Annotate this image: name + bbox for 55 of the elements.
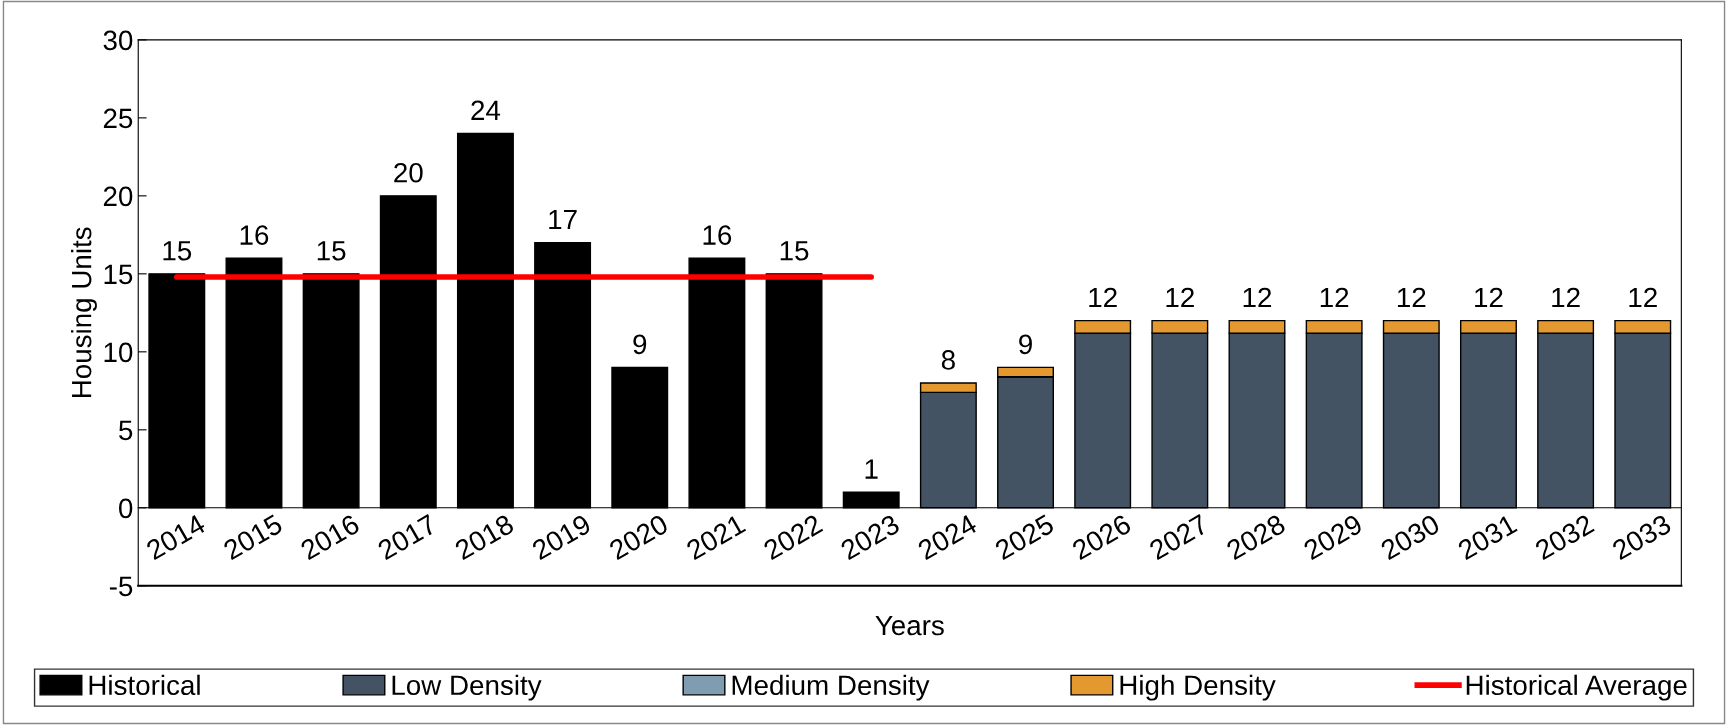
legend-label: Low Density — [392, 674, 542, 701]
x-tick-label: 2025 — [993, 513, 1056, 561]
x-tick-label: 2029 — [1302, 513, 1364, 561]
x-tick-label: 2022 — [762, 513, 824, 561]
y-axis-title: Housing Units — [71, 227, 97, 398]
total-label: 16 — [703, 225, 732, 245]
x-tick-label: 2023 — [839, 513, 901, 561]
total-label: 15 — [780, 241, 809, 261]
x-tick-label: 2017 — [376, 513, 438, 561]
total-label: 12 — [1397, 287, 1426, 308]
total-label: 12 — [1089, 287, 1117, 308]
total-label: 9 — [1019, 334, 1032, 355]
y-tick-label: -5 — [109, 576, 133, 597]
x-tick-label: 2033 — [1611, 513, 1673, 561]
total-label: 12 — [1166, 287, 1194, 308]
y-tick-label: 10 — [104, 342, 133, 363]
x-tick-label: 2030 — [1379, 513, 1441, 561]
total-label: 1 — [865, 459, 878, 479]
total-label: 12 — [1552, 287, 1580, 308]
y-tick-label: 25 — [103, 108, 133, 129]
total-label: 15 — [317, 241, 346, 261]
x-tick-label: 2015 — [222, 513, 284, 561]
y-tick-label: 0 — [119, 498, 133, 519]
total-label: 16 — [240, 225, 269, 245]
x-tick-label: 2027 — [1148, 513, 1210, 561]
total-label: 12 — [1320, 287, 1349, 308]
y-tick-label: 15 — [104, 264, 133, 285]
x-tick-label: 2019 — [530, 513, 592, 561]
legend-label: Historical — [89, 674, 200, 696]
x-tick-label: 2014 — [145, 513, 207, 561]
total-label: 12 — [1629, 287, 1657, 308]
total-label: 8 — [941, 350, 955, 370]
total-label: 12 — [1475, 287, 1503, 308]
y-tick-label: 20 — [103, 186, 133, 207]
x-tick-label: 2018 — [453, 513, 515, 561]
x-tick-label: 2032 — [1533, 513, 1595, 561]
total-label: 9 — [633, 334, 647, 355]
y-tick-label: 5 — [119, 420, 133, 441]
legend-label: High Density — [1120, 674, 1276, 701]
y-tick-label: 30 — [103, 30, 133, 51]
x-tick-label: 2021 — [685, 513, 747, 561]
x-tick-label: 2028 — [1225, 513, 1287, 561]
total-label: 12 — [1243, 287, 1272, 308]
total-label: 15 — [163, 241, 192, 261]
x-tick-label: 2024 — [916, 513, 979, 561]
x-tick-label: 2016 — [299, 513, 361, 561]
legend-label: Medium Density — [732, 674, 930, 701]
x-tick-label: 2020 — [608, 513, 670, 561]
total-label: 20 — [394, 162, 423, 183]
x-axis-title: Years — [875, 615, 944, 636]
x-tick-label: 2031 — [1456, 513, 1518, 561]
total-label: 24 — [471, 100, 501, 120]
legend-label: Historical Average — [1466, 674, 1687, 701]
total-label: 17 — [549, 209, 577, 230]
x-tick-label: 2026 — [1071, 513, 1133, 561]
